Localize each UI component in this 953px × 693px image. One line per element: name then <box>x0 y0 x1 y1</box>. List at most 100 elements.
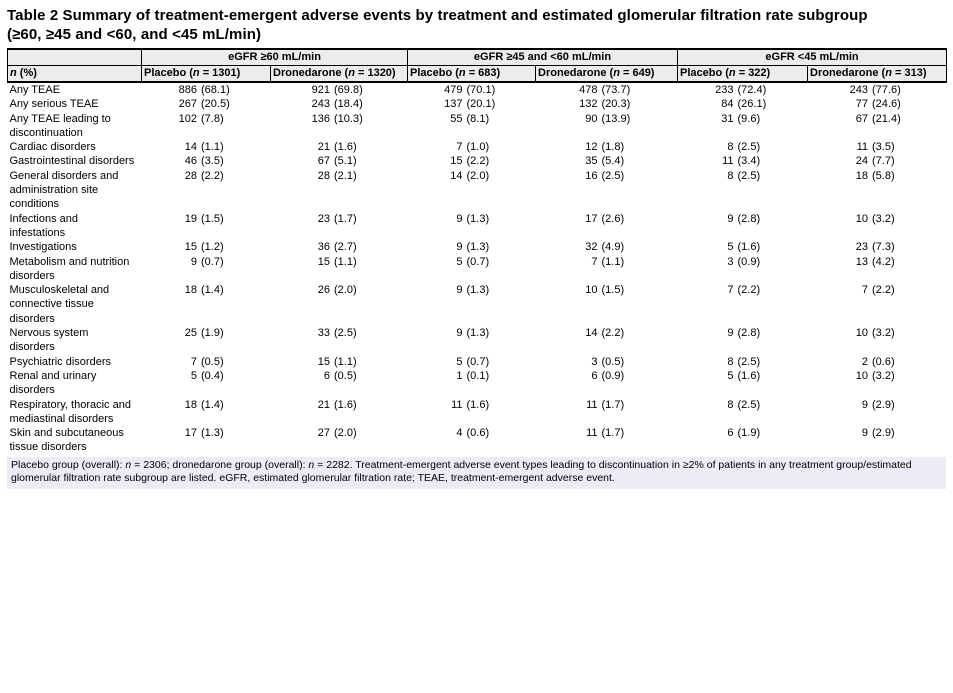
table-row: Cardiac disorders 14 (1.1) 21 (1.6) 7 (1.0) 12(… <box>8 140 947 154</box>
count-percent-value: 28 (2.1) <box>304 169 374 183</box>
value-cell: 479 (70.1) <box>408 82 536 97</box>
event-percent: (3.4) <box>737 155 761 168</box>
count-percent-value: 9 (2.9) <box>842 398 912 412</box>
event-percent: (1.6) <box>334 398 357 411</box>
event-count: 5 <box>727 369 734 382</box>
event-percent: (73.7) <box>601 84 631 96</box>
event-count: 243 <box>849 84 869 96</box>
value-cell: 15 (1.1) <box>271 255 408 284</box>
table-row: Gastrointestinal disorders 46 (3.5) 67 (5.1)… <box>8 154 947 168</box>
count-percent-value: 7 (1.1) <box>572 255 642 269</box>
event-percent: (1.6) <box>737 369 761 382</box>
event-count: 84 <box>721 98 734 111</box>
event-count: 5 <box>190 369 197 382</box>
table-row: Metabolism and nutrition disorders 9 (0.7)… <box>8 255 947 284</box>
text-segment: = 1320) <box>354 67 396 79</box>
event-count: 67 <box>855 112 869 125</box>
event-percent: (0.9) <box>601 369 625 382</box>
value-cell: 14 (2.0) <box>408 169 536 212</box>
text-segment: Dronedarone ( <box>810 67 886 79</box>
count-percent-value: 267 (20.5) <box>171 97 241 111</box>
value-cell: 4 (0.6) <box>408 426 536 455</box>
value-cell: 243 (77.6) <box>808 82 947 97</box>
count-percent-value: 9 (2.8) <box>708 212 778 226</box>
table-row: Any TEAE 886 (68.1) 921 (69.8) 479 (70.1) 478 (7… <box>8 82 947 97</box>
count-percent-value: 11 (3.4) <box>708 154 778 168</box>
event-count: 18 <box>184 398 197 411</box>
value-cell: 11 (1.6) <box>408 398 536 427</box>
count-percent-value: 9 (1.3) <box>437 212 507 226</box>
value-cell: 5 (0.7) <box>408 255 536 284</box>
event-percent: (1.4) <box>201 398 224 411</box>
event-count: 233 <box>715 84 734 96</box>
event-percent: (2.0) <box>334 427 357 440</box>
value-cell: 11 (1.7) <box>536 398 678 427</box>
event-count: 21 <box>317 141 330 154</box>
value-cell: 7 (1.0) <box>408 140 536 154</box>
value-cell: 28 (2.1) <box>271 169 408 212</box>
text-segment: = 2282. Treatment-emergent adverse event… <box>11 458 912 485</box>
event-count: 35 <box>585 155 598 168</box>
treatment-arm-header: Placebo (n = 322) <box>677 65 809 83</box>
value-cell: 23 (7.3) <box>808 240 947 254</box>
event-percent: (7.7) <box>872 155 895 168</box>
event-count: 23 <box>855 241 869 254</box>
event-percent: (2.5) <box>601 169 625 182</box>
event-count: 10 <box>855 212 869 225</box>
event-percent: (2.0) <box>334 284 357 297</box>
table-row: Psychiatric disorders 7 (0.5) 15 (1.1) 5 (0.7)… <box>8 355 947 369</box>
value-cell: 102 (7.8) <box>142 112 271 141</box>
count-percent-value: 132 (20.3) <box>572 97 642 111</box>
event-percent: (18.4) <box>334 98 363 111</box>
value-cell: 14 (1.1) <box>142 140 271 154</box>
count-percent-value: 9 (1.3) <box>437 240 507 254</box>
event-percent: (3.2) <box>872 369 895 382</box>
treatment-arm-header: Dronedarone (n = 649) <box>534 65 679 83</box>
count-percent-value: 25 (1.9) <box>171 326 241 340</box>
event-count: 6 <box>727 427 734 440</box>
event-count: 8 <box>727 169 734 182</box>
count-percent-value: 33 (2.5) <box>304 326 374 340</box>
table-title: Table 2 Summary of treatment-emergent ad… <box>7 7 868 43</box>
count-percent-value: 15 (2.2) <box>437 154 507 168</box>
italic-n-text: n <box>728 67 736 79</box>
count-percent-value: 26 (2.0) <box>304 283 374 297</box>
event-percent: (8.1) <box>466 112 490 125</box>
value-cell: 267 (20.5) <box>142 97 271 111</box>
event-percent: (2.0) <box>466 169 490 182</box>
value-cell: 9 (2.9) <box>808 398 947 427</box>
event-count: 11 <box>856 141 869 154</box>
value-cell: 9 (2.9) <box>808 426 947 455</box>
count-percent-value: 137 (20.1) <box>437 97 507 111</box>
event-percent: (1.2) <box>201 241 224 254</box>
row-label: Any serious TEAE <box>9 98 99 111</box>
treatment-arm-header: Dronedarone (n = 313) <box>807 65 948 83</box>
table-footnote: Placebo group (overall): n = 2306; drone… <box>7 456 946 489</box>
count-percent-value: 23 (1.7) <box>304 212 374 226</box>
event-count: 32 <box>585 241 598 254</box>
event-percent: (1.3) <box>466 241 490 254</box>
event-percent: (1.6) <box>466 398 490 411</box>
event-count: 10 <box>855 327 869 340</box>
italic-n-text: n <box>125 458 132 471</box>
treatment-arm-header: Placebo (n = 683) <box>407 65 536 83</box>
event-percent: (0.7) <box>201 255 224 268</box>
treatment-arm-header: Dronedarone (n = 1320) <box>270 65 408 83</box>
count-percent-value: 479 (70.1) <box>437 83 507 97</box>
count-percent-value: 67 (5.1) <box>304 154 374 168</box>
italic-n-text: n <box>613 67 620 79</box>
text-segment: Placebo ( <box>410 67 459 79</box>
value-cell: 132 (20.3) <box>536 97 678 111</box>
count-percent-value: 1 (0.1) <box>437 369 507 383</box>
value-cell: 77 (24.6) <box>808 97 947 111</box>
event-count: 28 <box>184 169 197 182</box>
value-cell: 9 (1.3) <box>408 240 536 254</box>
table-header: eGFR ≥60 mL/min eGFR ≥45 and <60 mL/min eG… <box>7 48 948 83</box>
count-percent-value: 19 (1.5) <box>171 212 241 226</box>
row-label: Skin and subcutaneous tissue disorders <box>9 427 124 454</box>
value-cell: 243 (18.4) <box>271 97 408 111</box>
table-row: Nervous system disorders 25 (1.9) 33 (2.5) 9(… <box>8 326 947 355</box>
count-percent-value: 18 (1.4) <box>171 283 241 297</box>
event-count: 31 <box>721 112 734 125</box>
event-percent: (0.1) <box>466 369 490 382</box>
